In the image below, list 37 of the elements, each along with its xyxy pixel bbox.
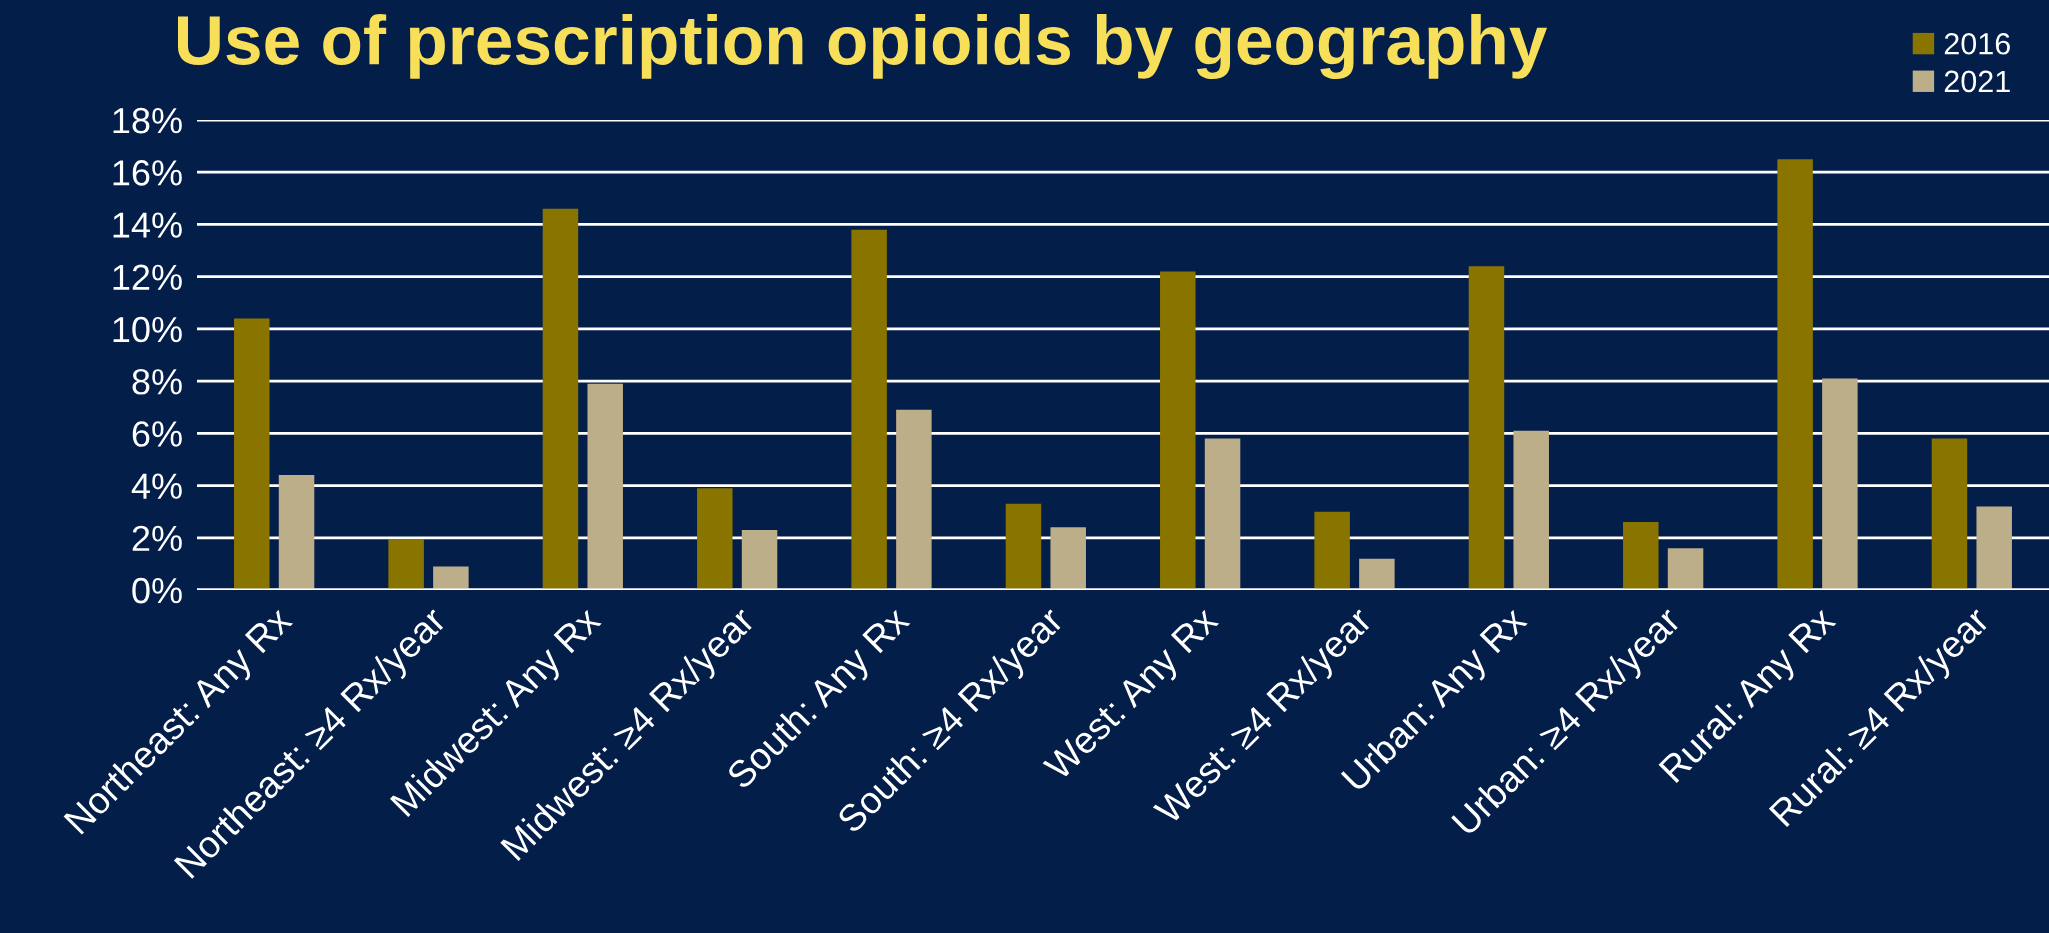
legend-label: 2021 bbox=[1944, 70, 2010, 93]
bar bbox=[1513, 430, 1549, 590]
y-tick-label: 4% bbox=[131, 473, 182, 499]
bar bbox=[1359, 558, 1395, 590]
bar bbox=[388, 539, 424, 590]
y-tick-label: 8% bbox=[132, 368, 182, 395]
bar bbox=[1777, 159, 1813, 590]
bar bbox=[1667, 548, 1704, 590]
bar bbox=[1204, 438, 1241, 590]
y-tick-label: 6% bbox=[132, 421, 182, 447]
bar bbox=[896, 409, 932, 590]
y-tick-label: 14% bbox=[113, 212, 182, 238]
bar bbox=[1976, 506, 2012, 590]
bar bbox=[1468, 266, 1505, 590]
bar bbox=[1931, 438, 1968, 590]
bar bbox=[1822, 378, 1858, 590]
legend-label: 2016 bbox=[1944, 32, 2010, 55]
y-tick-label: 18% bbox=[113, 107, 182, 134]
bar bbox=[697, 488, 733, 590]
y-tick-label: 10% bbox=[113, 316, 182, 343]
bar bbox=[741, 529, 778, 590]
y-tick-label: 12% bbox=[113, 264, 182, 290]
bar bbox=[1314, 511, 1350, 590]
bar bbox=[542, 208, 579, 590]
bar bbox=[278, 475, 315, 590]
chart-title: Use of prescription opioids by geography bbox=[177, 14, 1548, 80]
y-tick-label: 0% bbox=[132, 577, 182, 604]
bar bbox=[851, 229, 887, 590]
bar bbox=[1050, 527, 1086, 590]
y-tick-label: 16% bbox=[113, 160, 182, 186]
y-tick-label: 2% bbox=[132, 525, 182, 552]
bar bbox=[234, 318, 270, 590]
bar bbox=[1160, 271, 1196, 590]
bar bbox=[433, 566, 469, 590]
bar bbox=[587, 383, 623, 590]
bar bbox=[1623, 522, 1659, 590]
bar bbox=[1005, 503, 1042, 590]
